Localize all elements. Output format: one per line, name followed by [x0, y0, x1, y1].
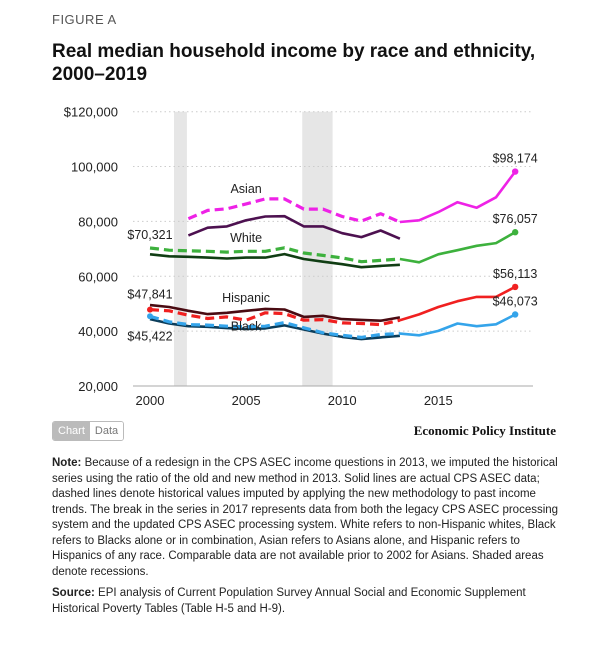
y-tick-label: 60,000 — [78, 269, 118, 284]
series-line-asian-solid — [399, 170, 517, 224]
startpoint-marker — [147, 306, 153, 313]
y-tick-label: 20,000 — [78, 379, 118, 394]
series-line-white-solid-old — [149, 252, 400, 269]
endpoint-marker — [511, 283, 519, 291]
figure-label: FIGURE A — [52, 12, 117, 27]
series-line-asian-solid-old — [187, 214, 401, 240]
x-tick-label: 2005 — [232, 393, 261, 408]
value-label: $45,422 — [127, 329, 172, 343]
chart-tab[interactable]: Chart — [53, 422, 90, 440]
recession-band — [174, 111, 187, 386]
series-line-black-dashed — [149, 314, 400, 339]
series-label-white: White — [230, 231, 262, 245]
value-label: $46,073 — [493, 294, 538, 308]
series-line-white-dashed — [149, 246, 401, 264]
series-line-asian-dashed — [187, 197, 401, 224]
series-line-hispanic-solid — [399, 285, 516, 322]
y-tick-label: $120,000 — [64, 105, 118, 120]
x-tick-label: 2000 — [136, 393, 165, 408]
y-tick-label: 100,000 — [71, 160, 118, 175]
source-text: EPI analysis of Current Population Surve… — [52, 587, 526, 615]
source-paragraph: Source: EPI analysis of Current Populati… — [52, 586, 562, 617]
value-label: $47,841 — [127, 288, 172, 302]
value-label: $70,321 — [127, 228, 172, 242]
series-label-asian: Asian — [230, 182, 261, 196]
note-label: Note: — [52, 457, 82, 469]
note-text: Because of a redesign in the CPS ASEC in… — [52, 457, 559, 578]
notes: Note: Because of a redesign in the CPS A… — [52, 456, 562, 623]
y-tick-label: 40,000 — [78, 324, 118, 339]
y-tick-label: 80,000 — [78, 214, 118, 229]
series-line-hispanic-solid-old — [149, 303, 401, 323]
startpoint-marker — [147, 313, 153, 320]
endpoint-marker — [511, 311, 519, 318]
series-line-black-solid — [399, 313, 516, 337]
x-tick-label: 2010 — [328, 393, 357, 408]
series-line-black-solid-old — [149, 317, 401, 341]
recession-band — [302, 111, 333, 386]
endpoint-marker — [511, 229, 519, 236]
chart-title: Real median household income by race and… — [52, 41, 536, 85]
series-label-hispanic: Hispanic — [222, 291, 270, 305]
x-tick-label: 2015 — [424, 393, 453, 408]
epi-logo: Economic Policy Institute — [413, 423, 556, 438]
value-label: $56,113 — [493, 267, 537, 281]
line-chart: 20,000 40,000 60,000 80,000 100,000 $120,000 2… — [64, 105, 538, 408]
series-label-black: Black — [231, 320, 262, 334]
value-label: $98,174 — [493, 152, 538, 166]
series-line-hispanic-dashed — [149, 308, 401, 327]
value-label: $76,057 — [493, 212, 538, 226]
view-toggle[interactable]: Chart Data — [52, 421, 125, 441]
note-paragraph: Note: Because of a redesign in the CPS A… — [52, 456, 562, 580]
endpoint-marker — [511, 168, 519, 175]
data-tab[interactable]: Data — [89, 422, 124, 440]
source-label: Source: — [52, 587, 95, 599]
series-line-white-solid — [399, 231, 516, 264]
